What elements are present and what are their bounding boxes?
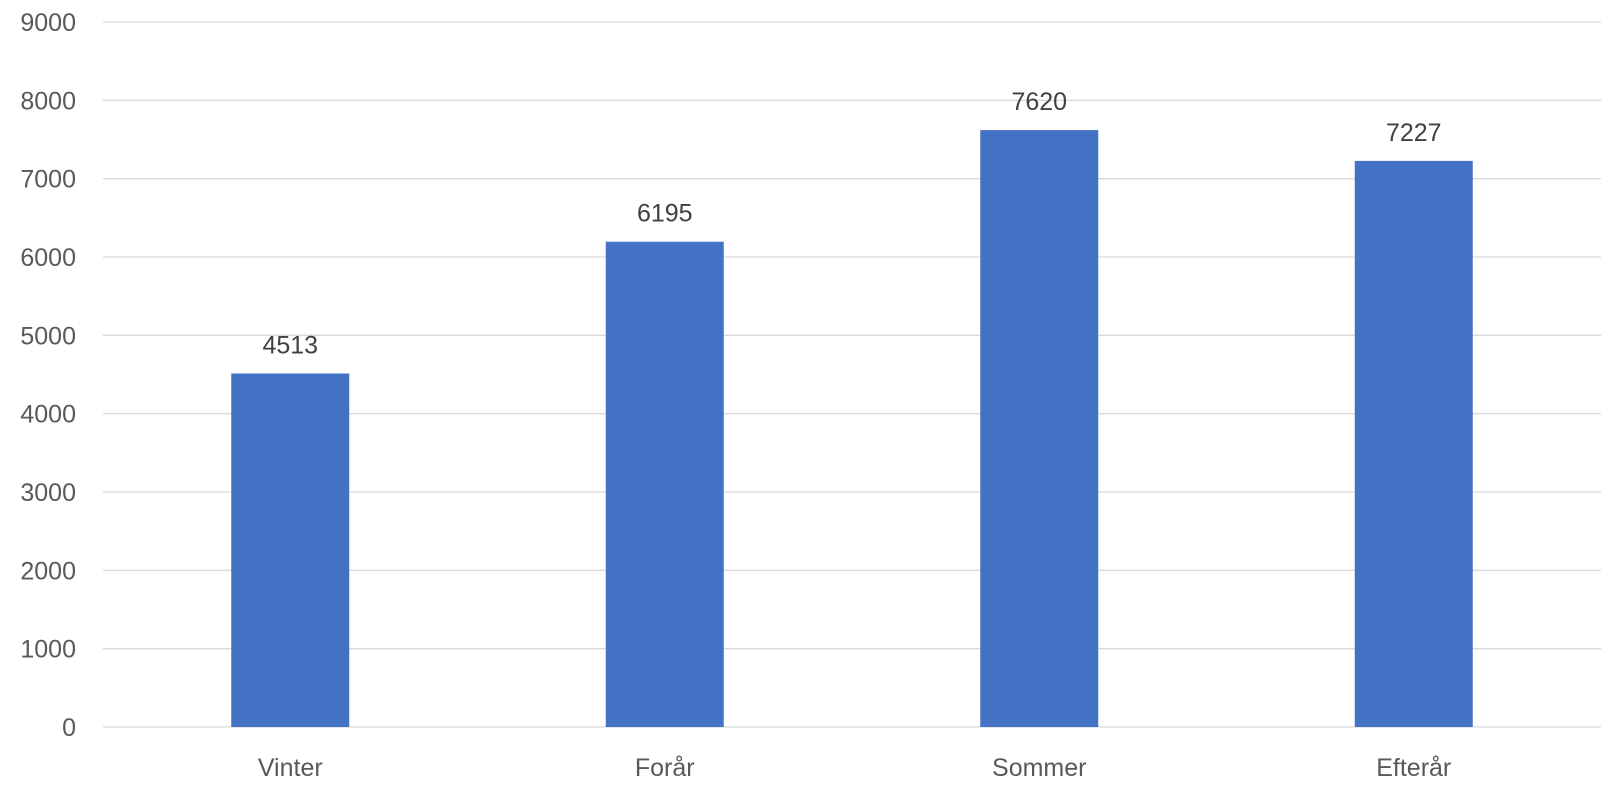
y-tick-label: 5000 [20, 322, 76, 350]
data-label: 7620 [1011, 88, 1067, 116]
y-tick-label: 3000 [20, 479, 76, 507]
data-label: 4513 [262, 331, 318, 359]
data-label: 7227 [1386, 119, 1442, 147]
data-label: 6195 [637, 200, 693, 228]
bar-forår [605, 241, 724, 727]
y-tick-label: 6000 [20, 244, 76, 272]
bar-sommer [980, 130, 1099, 728]
bar-vinter [231, 373, 350, 727]
gridlines [103, 21, 1601, 728]
x-tick-label: Vinter [258, 754, 323, 782]
y-tick-label: 7000 [20, 166, 76, 194]
data-labels: 4513 6195 7620 7227 [262, 88, 1441, 359]
y-tick-label: 4000 [20, 401, 76, 429]
y-axis: 0 1000 2000 3000 4000 5000 6000 7000 8000 9000 [20, 9, 76, 742]
x-tick-label: Sommer [992, 754, 1086, 782]
y-tick-label: 2000 [20, 557, 76, 585]
y-tick-label: 1000 [20, 636, 76, 664]
y-tick-label: 9000 [20, 9, 76, 37]
bar-efterår [1354, 160, 1473, 727]
x-axis: Vinter Forår Sommer Efterår [258, 754, 1451, 782]
x-tick-label: Efterår [1376, 754, 1451, 782]
bars [231, 130, 1473, 728]
y-tick-label: 8000 [20, 87, 76, 115]
x-tick-label: Forår [635, 754, 695, 782]
y-tick-label: 0 [62, 714, 76, 742]
